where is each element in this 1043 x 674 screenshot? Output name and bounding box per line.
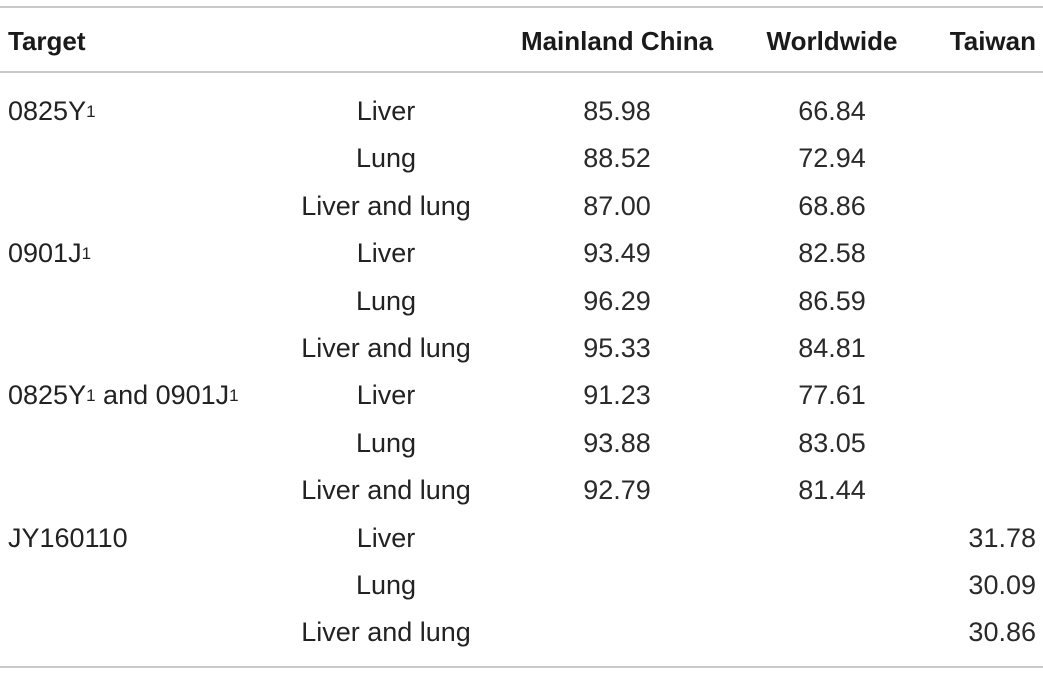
cell-site: Lung [355,285,417,316]
header-worldwide: Worldwide [766,25,898,56]
cell-target: 0825Y 1 [8,96,96,126]
cell-taiwan [930,230,1036,277]
cell-worldwide [748,609,916,656]
cell-taiwan [930,135,1036,182]
cell-mainland-china: 88.52 [583,143,651,174]
header-site [290,18,482,64]
cell-taiwan: 31.78 [968,522,1036,553]
cell-worldwide: 72.94 [798,143,866,174]
cell-worldwide: 66.84 [798,96,866,126]
cell-site: Liver and lung [301,190,471,221]
table-top-rule [0,6,1043,8]
cell-target [8,609,288,656]
cell-taiwan [930,278,1036,325]
cell-mainland-china: 95.33 [583,333,651,363]
cell-taiwan [930,372,1036,419]
cell-taiwan [930,420,1036,467]
cell-worldwide [748,562,916,609]
cell-worldwide [748,515,916,562]
table-row: Liver and lung 87.00 68.86 [0,183,1043,230]
cell-mainland-china: 92.79 [583,475,651,506]
cell-site: Liver [356,522,416,553]
cell-mainland-china [508,562,726,609]
cell-target [8,325,288,372]
cell-target [8,467,288,514]
cell-mainland-china [508,515,726,562]
cell-site: Liver [356,96,416,126]
cell-target: JY160110 [8,515,288,562]
cell-site: Liver [356,238,416,269]
cell-worldwide: 83.05 [798,427,866,458]
target-text: JY160110 [8,522,128,553]
cell-taiwan [930,325,1036,372]
cell-site: Liver and lung [301,475,471,506]
table-row: 0825Y 1 and 0901J 1 Liver 91.23 77.61 [0,372,1043,419]
cell-taiwan [930,88,1036,135]
table-row: Liver and lung 92.79 81.44 [0,467,1043,514]
cell-mainland-china: 93.88 [583,427,651,458]
cell-site: Liver [356,380,416,411]
cell-target [8,135,288,182]
header-target: Target [8,25,86,56]
cell-site: Lung [355,143,417,174]
table-row: 0825Y 1 Liver 85.98 66.84 [0,88,1043,135]
cell-mainland-china: 96.29 [583,285,651,316]
table-row: Lung 30.09 [0,562,1043,609]
cell-site: Lung [355,427,417,458]
cell-worldwide: 68.86 [798,190,866,221]
table-row: JY160110 Liver 31.78 [0,515,1043,562]
table-row: Lung 88.52 72.94 [0,135,1043,182]
table-header-row: Target Mainland China Worldwide Taiwan [0,18,1043,64]
header-mainland-china: Mainland China [520,25,714,56]
cell-target [8,278,288,325]
table-row: Liver and lung 95.33 84.81 [0,325,1043,372]
table-row: Lung 96.29 86.59 [0,278,1043,325]
cell-taiwan [930,467,1036,514]
cell-target [8,183,288,230]
table-row: Lung 93.88 83.05 [0,420,1043,467]
table-header-rule [0,71,1043,73]
cell-mainland-china: 93.49 [583,238,651,269]
cell-site: Liver and lung [301,617,471,648]
cell-target: 0825Y 1 and 0901J 1 [8,380,239,411]
cell-site: Lung [355,570,417,600]
cell-worldwide: 81.44 [798,475,866,506]
cell-mainland-china [508,609,726,656]
cell-mainland-china: 85.98 [583,96,651,126]
cell-target [8,562,288,609]
cell-worldwide: 84.81 [798,333,866,363]
header-taiwan: Taiwan [949,25,1036,56]
cell-worldwide: 86.59 [798,285,866,316]
target-text: 0825Y [8,96,87,126]
target-text-continued: and 0901J [95,380,230,411]
cell-taiwan: 30.09 [968,570,1036,600]
cell-target [8,420,288,467]
cell-taiwan [930,183,1036,230]
cell-mainland-china: 87.00 [583,190,651,221]
cell-target: 0901J 1 [8,238,92,269]
table-row: 0901J 1 Liver 93.49 82.58 [0,230,1043,277]
cell-taiwan: 30.86 [968,617,1036,648]
cell-site: Liver and lung [301,333,471,363]
target-text: 0825Y [8,380,87,411]
table-bottom-rule [0,666,1043,668]
target-text: 0901J [8,238,82,269]
cell-worldwide: 77.61 [798,380,866,411]
cell-mainland-china: 91.23 [583,380,651,411]
table-row: Liver and lung 30.86 [0,609,1043,656]
cell-worldwide: 82.58 [798,238,866,269]
